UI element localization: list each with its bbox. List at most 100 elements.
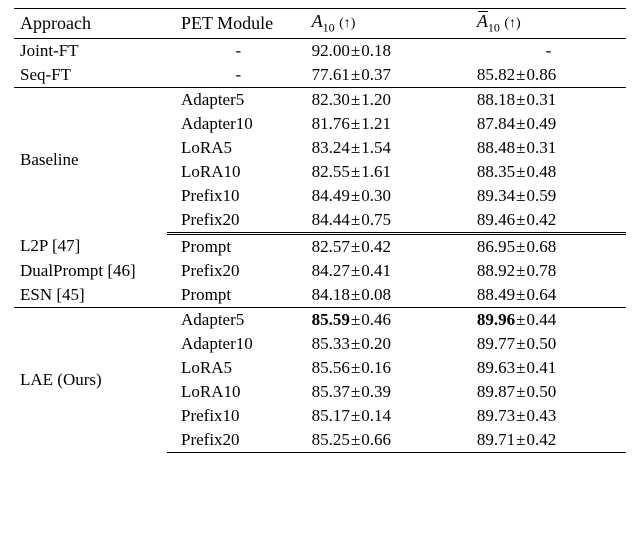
- abar10-cell-err: 0.31: [526, 90, 556, 109]
- abar10-cell-val: 89.46: [477, 210, 515, 229]
- plus-minus-icon: ±: [350, 90, 361, 109]
- a10-cell-err: 1.21: [361, 114, 391, 133]
- a10-cell: 82.30±1.20: [302, 87, 467, 112]
- abar10-cell-val: 88.48: [477, 138, 515, 157]
- results-table: Approach PET Module A10 (↑) A10 (↑) Join…: [14, 8, 626, 453]
- a10-cell-val: 81.76: [312, 114, 350, 133]
- abar10-cell-val: 89.77: [477, 334, 515, 353]
- a10-cell-val: 84.18: [312, 285, 350, 304]
- abar10-cell: 86.95±0.68: [467, 233, 626, 259]
- approach-cell: DualPrompt [46]: [14, 259, 167, 283]
- plus-minus-icon: ±: [515, 382, 526, 401]
- abar10-cell-err: 0.41: [526, 358, 556, 377]
- pet-cell: Prefix20: [167, 208, 302, 234]
- abar10-cell-val: 89.96: [477, 310, 515, 329]
- approach-cell: ESN [45]: [14, 283, 167, 308]
- abar10-cell-val: 85.82: [477, 65, 515, 84]
- abar10-cell-err: 0.64: [526, 285, 556, 304]
- a10-cell-err: 0.41: [361, 261, 391, 280]
- a10-symbol: A: [312, 11, 323, 31]
- a10-cell-err: 0.08: [361, 285, 391, 304]
- pet-cell: Adapter5: [167, 87, 302, 112]
- abar10-cell-val: 88.35: [477, 162, 515, 181]
- abar10-cell-val: 89.34: [477, 186, 515, 205]
- col-abar10: A10 (↑): [467, 9, 626, 39]
- table-row: Joint-FT-92.00±0.18-: [14, 38, 626, 63]
- a10-cell: 85.37±0.39: [302, 380, 467, 404]
- pet-cell: LoRA5: [167, 136, 302, 160]
- abar10-cell: 89.73±0.43: [467, 404, 626, 428]
- abar10-cell: 89.96±0.44: [467, 307, 626, 332]
- abar10-cell-err: 0.68: [526, 237, 556, 256]
- abar10-symbol: A: [477, 11, 488, 32]
- abar10-cell-err: 0.86: [526, 65, 556, 84]
- abar10-cell: -: [467, 38, 626, 63]
- approach-cell: LAE (Ours): [14, 307, 167, 452]
- approach-cell: Baseline: [14, 87, 167, 233]
- a10-cell-err: 1.61: [361, 162, 391, 181]
- a10-cell-err: 0.37: [361, 65, 391, 84]
- pet-cell: Prompt: [167, 283, 302, 308]
- abar10-cell-err: 0.44: [526, 310, 556, 329]
- abar10-cell-err: 0.50: [526, 334, 556, 353]
- abar10-cell-err: 0.59: [526, 186, 556, 205]
- a10-cell: 84.44±0.75: [302, 208, 467, 234]
- plus-minus-icon: ±: [350, 41, 361, 60]
- plus-minus-icon: ±: [515, 261, 526, 280]
- a10-cell-val: 82.57: [312, 237, 350, 256]
- a10-cell-val: 82.30: [312, 90, 350, 109]
- abar10-cell: 89.46±0.42: [467, 208, 626, 234]
- pet-cell: Adapter5: [167, 307, 302, 332]
- a10-cell: 81.76±1.21: [302, 112, 467, 136]
- pet-cell: LoRA10: [167, 160, 302, 184]
- abar10-cell-val: 89.63: [477, 358, 515, 377]
- abar10-sub: 10: [488, 21, 500, 35]
- a10-arrow: (↑): [339, 16, 355, 31]
- abar10-cell-val: 88.92: [477, 261, 515, 280]
- plus-minus-icon: ±: [515, 65, 526, 84]
- a10-cell-val: 84.49: [312, 186, 350, 205]
- pet-cell: Adapter10: [167, 112, 302, 136]
- pet-cell: LoRA5: [167, 356, 302, 380]
- table-row: BaselineAdapter582.30±1.2088.18±0.31: [14, 87, 626, 112]
- a10-cell: 92.00±0.18: [302, 38, 467, 63]
- a10-cell-val: 85.37: [312, 382, 350, 401]
- abar10-cell-err: 0.31: [526, 138, 556, 157]
- plus-minus-icon: ±: [515, 162, 526, 181]
- plus-minus-icon: ±: [515, 138, 526, 157]
- a10-cell-val: 82.55: [312, 162, 350, 181]
- approach-cell: L2P [47]: [14, 233, 167, 259]
- a10-cell-val: 77.61: [312, 65, 350, 84]
- a10-sub: 10: [323, 21, 335, 35]
- plus-minus-icon: ±: [350, 162, 361, 181]
- a10-cell-val: 85.17: [312, 406, 350, 425]
- plus-minus-icon: ±: [350, 237, 361, 256]
- a10-cell: 82.55±1.61: [302, 160, 467, 184]
- plus-minus-icon: ±: [350, 138, 361, 157]
- table-row: ESN [45]Prompt84.18±0.0888.49±0.64: [14, 283, 626, 308]
- a10-cell-err: 0.18: [361, 41, 391, 60]
- pet-cell: -: [167, 63, 302, 88]
- abar10-arrow: (↑): [504, 16, 520, 31]
- plus-minus-icon: ±: [350, 114, 361, 133]
- plus-minus-icon: ±: [350, 310, 361, 329]
- abar10-cell-err: 0.48: [526, 162, 556, 181]
- a10-cell-val: 85.56: [312, 358, 350, 377]
- pet-cell: -: [167, 38, 302, 63]
- abar10-cell: 88.18±0.31: [467, 87, 626, 112]
- abar10-cell: 88.35±0.48: [467, 160, 626, 184]
- abar10-cell: 89.71±0.42: [467, 428, 626, 453]
- a10-cell-val: 92.00: [312, 41, 350, 60]
- a10-cell: 77.61±0.37: [302, 63, 467, 88]
- col-approach: Approach: [14, 9, 167, 39]
- abar10-cell: 89.63±0.41: [467, 356, 626, 380]
- abar10-cell: 87.84±0.49: [467, 112, 626, 136]
- a10-cell-err: 0.42: [361, 237, 391, 256]
- plus-minus-icon: ±: [515, 334, 526, 353]
- a10-cell-err: 0.66: [361, 430, 391, 449]
- a10-cell: 85.56±0.16: [302, 356, 467, 380]
- approach-cell: Joint-FT: [14, 38, 167, 63]
- a10-cell-err: 0.46: [361, 310, 391, 329]
- table-row: LAE (Ours)Adapter585.59±0.4689.96±0.44: [14, 307, 626, 332]
- plus-minus-icon: ±: [350, 358, 361, 377]
